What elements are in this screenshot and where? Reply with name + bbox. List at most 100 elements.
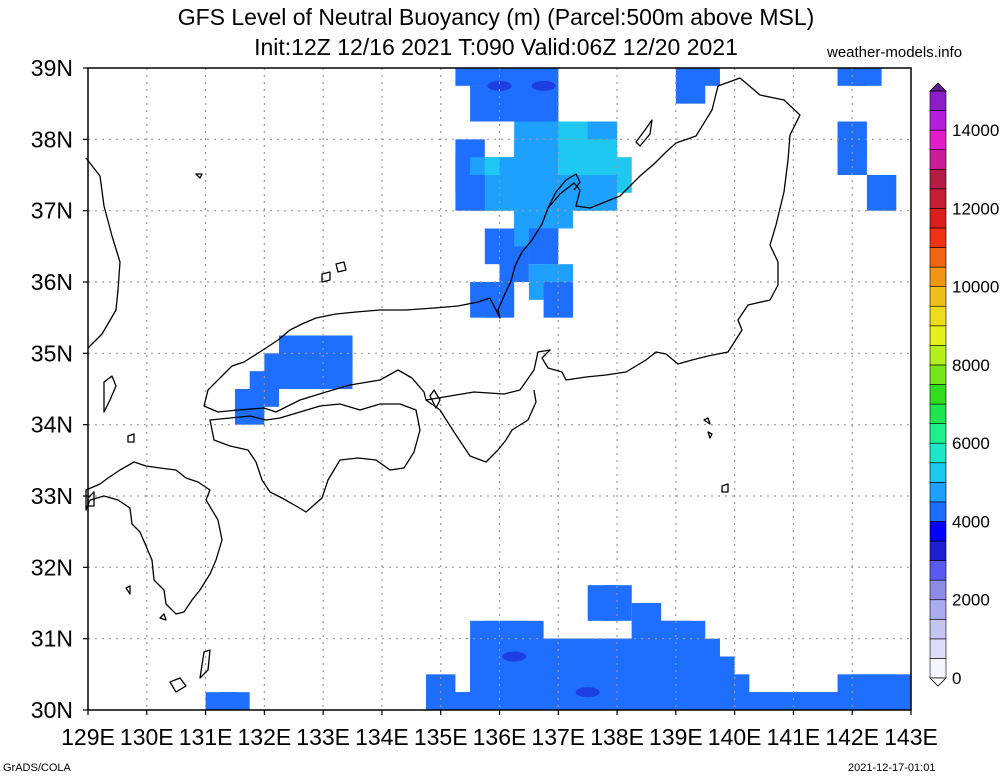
- island-tanegashima: [199, 649, 211, 679]
- field-core: [575, 687, 600, 698]
- colorbar-label: 4000: [952, 512, 990, 531]
- coastlines: [85, 77, 801, 693]
- colorbar-bin: [929, 579, 947, 601]
- coastline-honshu: [203, 77, 801, 413]
- island-oki-2: [335, 261, 347, 273]
- colorbar-max-arrow: [929, 82, 947, 92]
- field-cell: [837, 139, 867, 175]
- colorbar-bin: [929, 90, 947, 111]
- colorbar-bin: [929, 482, 947, 503]
- colorbar-bin: [929, 208, 947, 229]
- lon-tick-label: 130E: [120, 724, 174, 750]
- field-core: [487, 80, 512, 91]
- lon-tick-label: 131E: [179, 724, 233, 750]
- field-cell: [234, 389, 265, 425]
- field-cell: [852, 68, 882, 86]
- lon-tick-label: 141E: [767, 724, 821, 750]
- field-cell: [587, 175, 618, 211]
- lat-tick-label: 31N: [31, 626, 73, 652]
- field-cell: [528, 228, 559, 265]
- coastline-shikoku: [209, 403, 421, 513]
- colorbar-bin: [929, 442, 947, 464]
- lon-tick-label: 139E: [649, 724, 703, 750]
- credit-label: weather-models.info: [827, 44, 963, 61]
- lat-tick-label: 33N: [31, 483, 73, 509]
- lat-tick-label: 36N: [31, 269, 73, 295]
- coastline-noto: [547, 173, 581, 209]
- colorbar-label: 12000: [952, 199, 999, 218]
- colorbar-bin: [929, 540, 947, 561]
- colorbar-label: 10000: [952, 278, 999, 297]
- island-awaji: [429, 389, 441, 409]
- coastline-korea: [85, 157, 121, 349]
- lat-tick-label: 34N: [31, 412, 73, 438]
- lon-tick-label: 138E: [590, 724, 644, 750]
- coastline-kii: [425, 389, 537, 463]
- field-cell: [470, 85, 500, 122]
- island-sado: [635, 119, 653, 147]
- colorbar-bin: [929, 247, 947, 268]
- lon-tick-label: 135E: [414, 724, 468, 750]
- island-miyake: [707, 431, 713, 439]
- colorbar-label: 14000: [952, 121, 999, 140]
- field-cell: [675, 68, 706, 104]
- map-gridlines: [88, 68, 911, 710]
- field-cell: [323, 353, 353, 389]
- colorbar-bin: [929, 521, 947, 542]
- island-koshiki: [125, 585, 131, 595]
- island-yakushima: [169, 677, 187, 693]
- field-cell: [866, 175, 897, 211]
- island-izu-oshima: [703, 417, 711, 425]
- colorbar-label: 6000: [952, 434, 990, 453]
- lat-tick-label: 30N: [31, 697, 73, 723]
- colorbar-bin: [929, 110, 947, 131]
- footer-grads-label: GrADS/COLA: [3, 762, 71, 774]
- colorbar-bin: [929, 599, 947, 620]
- colorbar-min-arrow: [929, 677, 947, 687]
- colorbar-bin: [929, 305, 947, 327]
- colorbar-bin: [929, 149, 947, 170]
- chart-subtitle: Init:12Z 12/16 2021 T:090 Valid:06Z 12/2…: [254, 34, 738, 60]
- lon-tick-label: 143E: [884, 724, 938, 750]
- colorbar-bin: [929, 560, 947, 581]
- island-tsushima: [103, 375, 117, 413]
- axis-tick-labels: 129E 130E 131E 132E 133E 134E 135E 136E 137E 138E…: [31, 55, 938, 750]
- lon-tick-label: 133E: [296, 724, 350, 750]
- colorbar-bin: [929, 501, 947, 522]
- chart-title: GFS Level of Neutral Buoyancy (m) (Parce…: [177, 4, 815, 30]
- colorbar-bin: [929, 658, 947, 679]
- lat-tick-label: 32N: [31, 554, 73, 580]
- lon-tick-label: 140E: [708, 724, 762, 750]
- field-cell: [881, 692, 911, 710]
- lat-tick-label: 35N: [31, 340, 73, 366]
- colorbar: 0 2000 4000 6000 8000 10000 12000 14000: [929, 82, 999, 688]
- lon-tick-label: 132E: [237, 724, 291, 750]
- colorbar-bin: [929, 384, 947, 405]
- colorbar-bin: [929, 129, 947, 150]
- colorbar-label: 2000: [952, 591, 990, 610]
- field-core: [531, 80, 556, 91]
- lon-tick-label: 129E: [61, 724, 115, 750]
- colorbar-bin: [929, 618, 947, 640]
- island-ullungdo: [195, 173, 203, 179]
- colorbar-bin: [929, 345, 947, 366]
- colorbar-bin: [929, 364, 947, 385]
- field-cell: [220, 692, 250, 710]
- field-cell: [499, 246, 529, 282]
- colorbar-bin: [929, 188, 947, 209]
- colorbar-label: 0: [952, 669, 961, 688]
- island-iki: [127, 433, 135, 443]
- colorbar-bin: [929, 638, 947, 659]
- lon-tick-label: 134E: [355, 724, 409, 750]
- colorbar-bin: [929, 266, 947, 287]
- colorbar-label: 8000: [952, 356, 990, 375]
- colorbar-bin: [929, 403, 947, 424]
- field-core: [502, 651, 527, 662]
- colorbar-bin: [929, 325, 947, 346]
- colorbar-bin: [929, 462, 947, 483]
- island-kuchinoerabu: [159, 613, 167, 621]
- lon-tick-label: 136E: [473, 724, 527, 750]
- lat-tick-label: 37N: [31, 198, 73, 224]
- lon-tick-label: 142E: [825, 724, 879, 750]
